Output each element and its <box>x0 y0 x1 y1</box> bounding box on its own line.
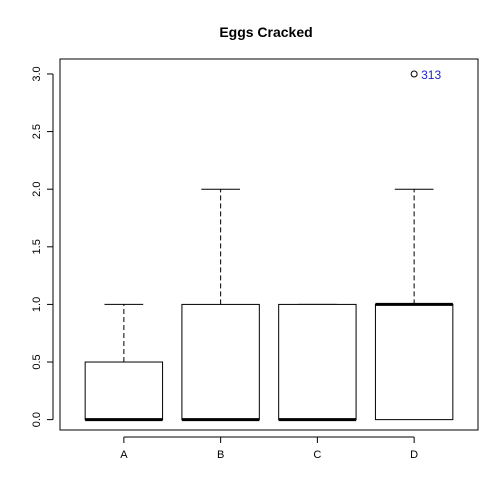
box-body <box>84 361 164 421</box>
box-a <box>84 303 164 422</box>
y-tick-label: 3.0 <box>31 66 43 81</box>
y-axis: 0.0 0.5 1.0 1.5 2.0 2.5 3.0 <box>31 66 54 427</box>
x-tick-label: A <box>120 449 128 461</box>
outliers: 313 <box>410 68 441 82</box>
x-axis: A B C D <box>120 436 418 461</box>
box-d <box>374 188 454 421</box>
y-tick-label: 2.0 <box>31 182 43 197</box>
y-tick-label: 0.0 <box>31 412 43 427</box>
plot-frame <box>59 58 479 431</box>
outlier-label: 313 <box>421 68 441 82</box>
box-body <box>181 303 260 421</box>
chart-title: Eggs Cracked <box>219 24 312 40</box>
box-body <box>278 303 357 421</box>
outlier-point <box>410 70 418 78</box>
x-tick-label: C <box>313 449 321 461</box>
box-body <box>374 303 454 421</box>
y-tick-label: 1.0 <box>31 297 43 312</box>
y-tick-label: 1.5 <box>31 239 43 254</box>
y-tick-label: 2.5 <box>31 124 43 139</box>
box-b <box>181 188 260 422</box>
y-tick-label: 0.5 <box>31 354 43 369</box>
boxes <box>84 188 454 422</box>
x-tick-label: B <box>217 449 224 461</box>
box-c <box>278 303 357 422</box>
x-tick-label: D <box>410 449 418 461</box>
